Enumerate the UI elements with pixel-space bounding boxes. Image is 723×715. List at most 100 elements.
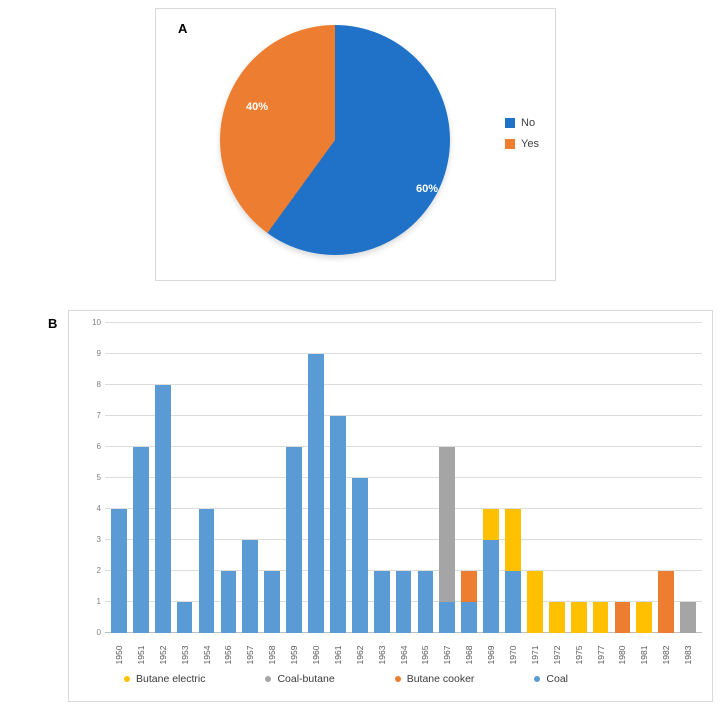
x-tick-label-1959: 1959: [289, 645, 300, 665]
bar-segment-coal-butane: [439, 447, 456, 602]
x-tick-label-1952: 1952: [157, 645, 168, 665]
bar-1963: [371, 323, 393, 633]
bar-1982: [655, 323, 677, 633]
pie-slice-label-yes: 40%: [246, 101, 269, 113]
gridline: [105, 508, 702, 509]
bar-segment-coal: [154, 385, 171, 633]
y-tick-label: 6: [96, 442, 101, 451]
pie-legend-label-no: No: [521, 117, 536, 129]
panel-a: A 40% 60% No Yes: [155, 8, 556, 281]
y-tick-label: 2: [96, 566, 101, 575]
legend-swatch-no: [505, 118, 515, 128]
pie-legend: No Yes: [505, 117, 539, 159]
bar-segment-coal: [417, 571, 434, 633]
bar-1971: [524, 323, 546, 633]
bar-segment-coal: [264, 571, 281, 633]
bar-1951: [130, 323, 152, 633]
x-tick-label-1960: 1960: [310, 645, 321, 665]
bar-segment-butane-cooker: [658, 571, 675, 633]
bar-1960: [305, 323, 327, 633]
legend-dot: [534, 676, 541, 682]
bar-1970: [502, 323, 524, 633]
bar-1962: [349, 323, 371, 633]
bar-segment-coal: [176, 602, 193, 633]
x-tick-label-1983: 1983: [683, 645, 694, 665]
bar-segment-coal: [461, 602, 478, 633]
bar-segment-coal: [198, 509, 215, 633]
panel-b-label: B: [48, 316, 58, 331]
legend-dot: [124, 676, 130, 682]
bar-1965: [414, 323, 436, 633]
pie-legend-label-yes: Yes: [521, 138, 539, 150]
x-tick-label-1951: 1951: [135, 645, 146, 665]
gridline: [105, 539, 702, 540]
y-tick-label: 9: [96, 349, 101, 358]
x-tick-label-1970: 1970: [507, 645, 518, 665]
bar-1953: [174, 323, 196, 633]
gridline: [105, 477, 702, 478]
bar-legend-label: Coal-butane: [277, 673, 335, 685]
gridline: [105, 322, 702, 323]
pie-slice-label-no: 60%: [416, 183, 439, 195]
bar-1954: [196, 323, 218, 633]
bar-segment-coal-butane: [680, 602, 696, 633]
x-tick-label-1954: 1954: [201, 645, 212, 665]
y-tick-label: 7: [96, 411, 101, 420]
bar-segment-coal: [373, 571, 390, 633]
bar-1958: [261, 323, 283, 633]
gridline: [105, 570, 702, 571]
gridline: [105, 384, 702, 385]
bar-segment-coal: [132, 447, 149, 633]
bar-segment-butane-electric: [483, 509, 499, 540]
bar-segment-butane-cooker: [614, 602, 631, 633]
bar-segment-coal: [483, 540, 499, 633]
bar-segment-coal: [286, 447, 302, 633]
x-tick-label-1957: 1957: [245, 645, 256, 665]
bar-1957: [239, 323, 261, 633]
bar-segment-butane-cooker: [461, 571, 478, 602]
panel-a-label: A: [178, 21, 188, 36]
bar-1969: [480, 323, 502, 633]
bar-plot: 0 1 2 3 4 5 6 7 8 9 10: [92, 318, 702, 637]
x-tick-label-1975: 1975: [573, 645, 584, 665]
bar-segment-coal: [351, 478, 368, 633]
x-tick-label-1950: 1950: [113, 645, 124, 665]
bar-legend-label: Butane electric: [136, 673, 206, 685]
x-tick-label-1982: 1982: [661, 645, 672, 665]
bar-legend-label: Coal: [546, 673, 569, 685]
bar-segment-coal: [395, 571, 412, 633]
y-tick-label: 0: [96, 628, 101, 637]
bar-segment-coal: [242, 540, 259, 633]
bar-segment-butane-electric: [548, 602, 565, 633]
x-tick-label-1958: 1958: [267, 645, 278, 665]
bar-legend-item-coal-butane: Coal-butane: [265, 673, 335, 685]
pie-legend-item-yes: Yes: [505, 138, 539, 150]
y-tick-label: 4: [96, 504, 101, 513]
bar-1975: [568, 323, 590, 633]
x-tick-label-1953: 1953: [179, 645, 190, 665]
bar-legend-item-butane-electric: Butane electric: [124, 673, 205, 685]
legend-swatch-yes: [505, 139, 515, 149]
x-tick-label-1965: 1965: [420, 645, 431, 665]
bar-1972: [546, 323, 568, 633]
bar-1952: [152, 323, 174, 633]
bar-segment-coal: [220, 571, 237, 633]
bar-1980: [611, 323, 633, 633]
x-tick-label-1961: 1961: [332, 645, 343, 665]
bar-1968: [458, 323, 480, 633]
bar-1961: [327, 323, 349, 633]
bar-1967: [436, 323, 458, 633]
x-tick-label-1972: 1972: [551, 645, 562, 665]
bar-1964: [393, 323, 415, 633]
bar-segment-butane-electric: [636, 602, 653, 633]
bar-1959: [283, 323, 305, 633]
x-tick-label-1981: 1981: [639, 645, 650, 665]
bar-1950: [108, 323, 130, 633]
legend-dot: [265, 676, 272, 682]
bar-segment-butane-electric: [526, 571, 543, 633]
bar-segment-butane-electric: [505, 509, 521, 571]
bar-segment-coal: [329, 416, 346, 633]
bar-segment-coal: [308, 354, 324, 633]
y-tick-label: 8: [96, 380, 101, 389]
